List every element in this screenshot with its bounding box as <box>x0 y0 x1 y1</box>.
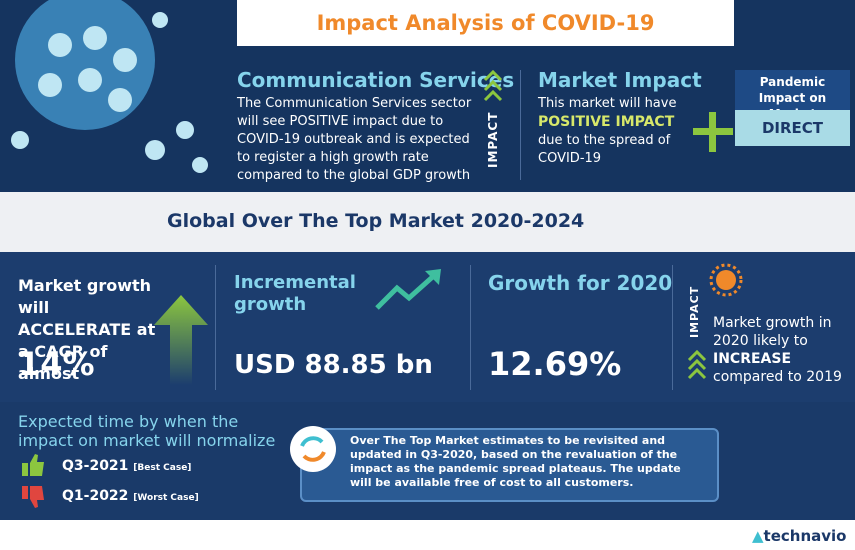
worst-case: Q1-2022 [Worst Case] <box>62 488 199 504</box>
sector-text: The Communication Services sector will s… <box>237 96 472 183</box>
impact-badge: IMPACT <box>486 111 500 168</box>
divider <box>520 70 521 180</box>
pandemic-impact-label: Pandemic Impact on Market <box>735 70 850 121</box>
stat-value: USD 88.85 bn <box>234 350 433 380</box>
stat-label: Incremental growth <box>234 272 356 315</box>
best-case: Q3-2021 [Best Case] <box>62 458 191 474</box>
text: compared to 2019 <box>713 369 842 385</box>
market-impact-title: Market Impact <box>538 68 702 92</box>
sector-title: Communication Services <box>237 68 515 92</box>
chevrons <box>483 69 503 102</box>
brand: ▲technavio <box>752 527 847 545</box>
stat-label: Growth for 2020 <box>488 271 673 295</box>
thumbs-up <box>22 454 44 476</box>
pandemic-impact-value: DIRECT <box>735 110 850 146</box>
divider <box>470 265 471 390</box>
trend-text: Market growth in 2020 likely to INCREASE… <box>713 314 848 386</box>
market-impact-text: This market will have POSITIVE IMPACT du… <box>538 95 688 168</box>
growth-icon <box>375 269 441 310</box>
section-band <box>0 192 855 252</box>
footer <box>0 520 855 550</box>
note-text: Over The Top Market estimates to be revi… <box>350 434 681 489</box>
impact-badge: IMPACT <box>688 285 701 338</box>
text: due to the spread of COVID-19 <box>538 133 671 166</box>
stat-label: Market growth will ACCELERATE at a CAGR … <box>18 276 156 383</box>
section-title: Global Over The Top Market 2020-2024 <box>167 210 585 232</box>
thumbs-down <box>22 486 44 508</box>
text: Market growth in 2020 likely to <box>713 315 832 349</box>
divider <box>215 265 216 390</box>
highlight: INCREASE <box>713 351 792 367</box>
sun-icon <box>709 263 743 297</box>
title: Impact Analysis of COVID-19 <box>237 0 734 46</box>
plus-icon <box>693 112 733 152</box>
case-label: [Worst Case] <box>133 493 199 503</box>
period: Q3-2021 <box>62 458 129 474</box>
brand-mark: ▲ <box>752 527 764 545</box>
brand-name: technavio <box>763 527 847 545</box>
stat-value: 14% <box>18 345 95 383</box>
divider <box>672 265 673 390</box>
period: Q1-2022 <box>62 488 129 504</box>
text: This market will have <box>538 96 677 111</box>
virus-illustration <box>11 0 208 173</box>
highlight: POSITIVE IMPACT <box>538 114 675 130</box>
note-box <box>300 428 719 502</box>
arrow-up <box>154 295 208 385</box>
stat-value: 12.69% <box>488 345 622 383</box>
normalize-title: Expected time by when the impact on mark… <box>18 412 276 450</box>
chevrons <box>687 349 707 380</box>
refresh-icon <box>290 426 336 472</box>
case-label: [Best Case] <box>133 463 192 473</box>
